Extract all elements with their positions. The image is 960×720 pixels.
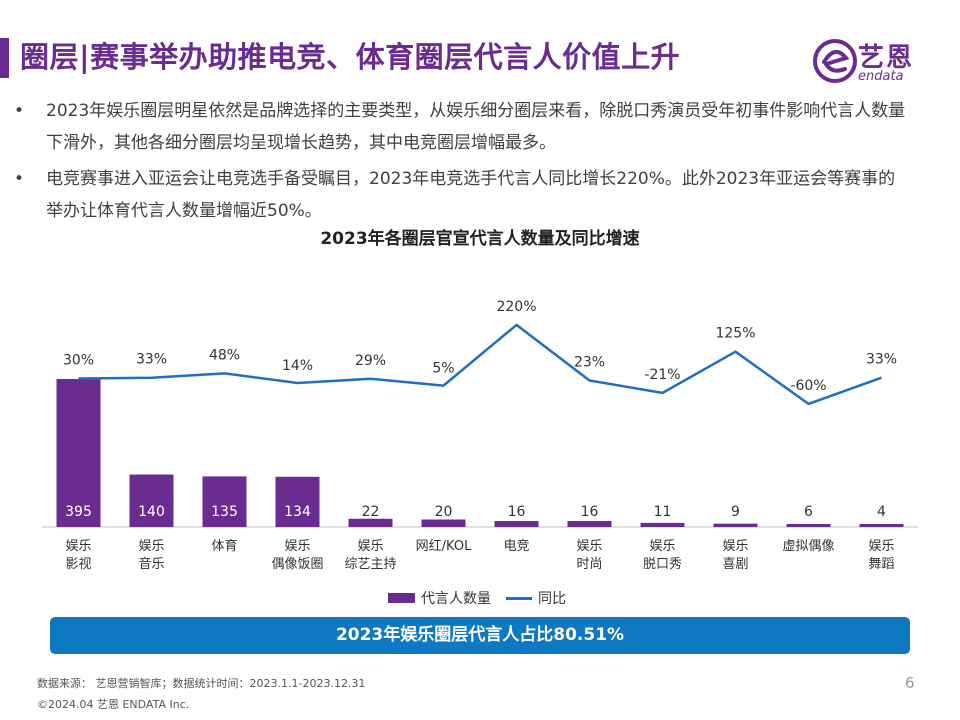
category-label-11-1: 虚拟偶像 (782, 539, 834, 554)
yoy-label-12: 33% (866, 352, 897, 368)
category-label-9-1: 娱乐 (649, 539, 675, 554)
yoy-label-2: 33% (136, 352, 167, 368)
page-title: 圈层|赛事举办助推电竞、体育圈层代言人价值上升 (20, 40, 681, 74)
category-label-10-2: 喜剧 (722, 557, 748, 572)
bar-7 (494, 521, 539, 527)
highlight-banner: 2023年娱乐圈层代言人占比80.51% (50, 617, 910, 654)
yoy-label-9: -21% (644, 367, 680, 383)
bar-label-4: 134 (284, 504, 311, 520)
copyright-note: ©2024.04 艺恩 ENDATA Inc. (37, 698, 190, 711)
category-label-5-2: 综艺主持 (344, 557, 396, 572)
yoy-label-4: 14% (282, 358, 313, 374)
data-source-note: 数据来源： 艺恩营销智库；数据统计时间：2023.1.1-2023.12.31 (37, 677, 366, 690)
yoy-line (78, 323, 882, 406)
category-label-12-1: 娱乐 (868, 539, 894, 554)
category-label-8-1: 娱乐 (576, 539, 602, 554)
legend-swatch-count (388, 593, 415, 603)
bar-label-10: 9 (731, 504, 740, 520)
title-accent-bar (0, 38, 9, 78)
endata-logo: 艺恩 endata (812, 36, 932, 88)
category-label-4-2: 偶像饭圈 (271, 557, 323, 572)
yoy-label-8: 23% (574, 355, 605, 371)
chart-title: 2023年各圈层官宣代言人数量及同比增速 (320, 229, 640, 249)
bar-label-1: 395 (65, 504, 92, 520)
category-label-12-2: 舞蹈 (868, 557, 894, 572)
category-label-1-2: 影视 (65, 557, 91, 572)
summary-bullet-1: 2023年娱乐圈层明星依然是品牌选择的主要类型，从娱乐细分圈层来看，除脱口秀演员… (10, 95, 910, 159)
endata-logo-icon (813, 39, 857, 83)
bar-10 (713, 523, 758, 527)
yoy-label-5: 29% (355, 353, 386, 369)
bar-12 (859, 524, 904, 527)
logo-en-text: endata (858, 69, 904, 84)
category-label-1-1: 娱乐 (65, 539, 91, 554)
legend-label-count: 代言人数量 (421, 591, 491, 607)
bar-label-8: 16 (581, 504, 599, 520)
bar-5 (348, 518, 393, 527)
yoy-label-6: 5% (432, 361, 454, 377)
legend-swatch-yoy (506, 597, 532, 600)
category-label-8-2: 时尚 (576, 557, 602, 572)
summary-bullets: 2023年娱乐圈层明星依然是品牌选择的主要类型，从娱乐细分圈层来看，除脱口秀演员… (10, 95, 910, 231)
bar-3 (202, 476, 247, 527)
summary-bullet-2: 电竞赛事进入亚运会让电竞选手备受瞩目，2023年电竞选手代言人同比增长220%。… (10, 163, 910, 227)
category-label-4-1: 娱乐 (284, 539, 310, 554)
yoy-label-7: 220% (496, 299, 536, 315)
bar-label-7: 16 (508, 504, 526, 520)
category-label-5-1: 娱乐 (357, 539, 383, 554)
yoy-label-10: 125% (715, 326, 755, 342)
bar-4 (275, 476, 320, 527)
category-label-2-2: 音乐 (138, 556, 164, 572)
category-label-7-1: 电竞 (503, 538, 529, 554)
category-label-10-1: 娱乐 (722, 539, 748, 554)
bar-label-12: 4 (877, 504, 886, 520)
bar-label-9: 11 (654, 504, 672, 520)
logo-cn-text: 艺恩 (858, 43, 915, 73)
legend-label-yoy: 同比 (538, 591, 566, 607)
bar-label-5: 22 (362, 504, 380, 520)
bar-label-6: 20 (435, 504, 453, 520)
bar-2 (129, 474, 174, 527)
bar-1 (56, 379, 101, 527)
bar-label-3: 135 (211, 504, 238, 520)
yoy-label-11: -60% (790, 378, 826, 394)
category-label-2-1: 娱乐 (138, 539, 164, 554)
bar-label-11: 6 (804, 504, 813, 520)
category-label-6-1: 网红/KOL (416, 538, 472, 554)
bar-label-2: 140 (138, 504, 165, 520)
category-label-3-1: 体育 (211, 538, 237, 554)
yoy-label-3: 48% (209, 347, 240, 363)
bar-11 (786, 524, 831, 527)
page-number: 6 (905, 674, 915, 692)
yoy-label-1: 30% (63, 353, 94, 369)
category-label-9-2: 脱口秀 (643, 557, 682, 572)
bar-9 (640, 522, 685, 527)
bar-8 (567, 521, 612, 527)
bar-6 (421, 519, 466, 527)
